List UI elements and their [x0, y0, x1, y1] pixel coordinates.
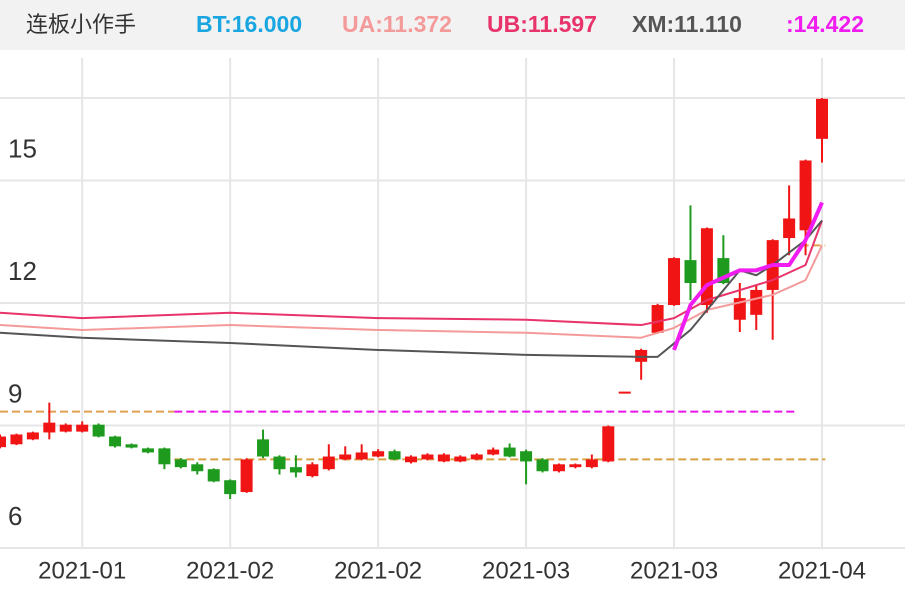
indicator: BT:16.000 — [196, 11, 302, 37]
candle-body — [109, 436, 122, 447]
candle-body — [59, 424, 72, 432]
candle-body — [668, 258, 681, 306]
candle-body — [421, 454, 434, 460]
candle-body — [388, 451, 401, 460]
candle-body — [10, 434, 23, 445]
candle-body — [191, 464, 204, 472]
candle-body — [158, 448, 171, 465]
y-tick-label: 12 — [8, 256, 37, 286]
x-tick-label: 2021-02 — [334, 557, 422, 584]
indicator-line — [672, 201, 824, 351]
chart-title: 连板小作手 — [26, 12, 136, 37]
candle-body — [684, 260, 697, 283]
candle-body — [76, 424, 89, 432]
header-bar — [0, 0, 905, 50]
y-tick-label: 15 — [8, 133, 37, 163]
candle-body — [306, 464, 319, 477]
candle-body — [141, 448, 154, 453]
candle-body — [520, 451, 533, 462]
candle-body — [355, 452, 368, 460]
indicator-line — [0, 219, 823, 358]
candle-body — [405, 456, 417, 463]
x-tick-label: 2021-03 — [630, 557, 718, 584]
candle-body — [799, 160, 812, 231]
candle-body — [174, 459, 187, 468]
candle-body — [322, 456, 335, 470]
candle-body — [240, 459, 253, 493]
candle-body — [816, 98, 828, 139]
candle-body — [651, 305, 664, 333]
candle-body — [536, 459, 549, 472]
candle-body — [43, 422, 56, 433]
candle-body — [750, 289, 763, 315]
indicator-line — [0, 220, 823, 327]
candle-body — [207, 469, 220, 482]
candle-body — [125, 444, 138, 448]
candle-body — [92, 424, 105, 437]
x-tick-label: 2021-04 — [778, 557, 866, 584]
candle-body — [289, 467, 302, 473]
y-tick-label: 6 — [8, 501, 22, 531]
candle-body — [487, 449, 500, 455]
candle-body — [552, 464, 565, 472]
candle-body — [783, 218, 796, 239]
candle-body — [26, 432, 39, 440]
candle-body — [454, 456, 467, 462]
x-tick-label: 2021-03 — [482, 557, 570, 584]
candle-body — [635, 349, 648, 362]
candle-body — [339, 454, 352, 460]
candle-body — [569, 464, 582, 468]
candle-body — [437, 454, 450, 462]
candle-body — [273, 456, 286, 470]
indicator: UA:11.372 — [342, 11, 452, 37]
x-tick-label: 2021-02 — [186, 557, 274, 584]
candle-body — [257, 439, 270, 457]
candle-body — [470, 454, 483, 460]
y-tick-label: 9 — [8, 378, 22, 408]
x-tick-label: 2021-01 — [38, 557, 126, 584]
candle-body — [224, 480, 237, 495]
indicator: :14.422 — [786, 11, 864, 37]
candle-body — [618, 391, 631, 394]
candle-body — [0, 436, 6, 448]
candle-body — [602, 426, 615, 462]
indicator: UB:11.597 — [487, 11, 597, 37]
candle-body — [700, 228, 713, 306]
candle-body — [503, 447, 516, 457]
indicator: XM:11.110 — [632, 11, 742, 37]
candle-body — [585, 459, 598, 468]
candle-body — [372, 451, 385, 457]
indicator-line — [0, 244, 823, 339]
